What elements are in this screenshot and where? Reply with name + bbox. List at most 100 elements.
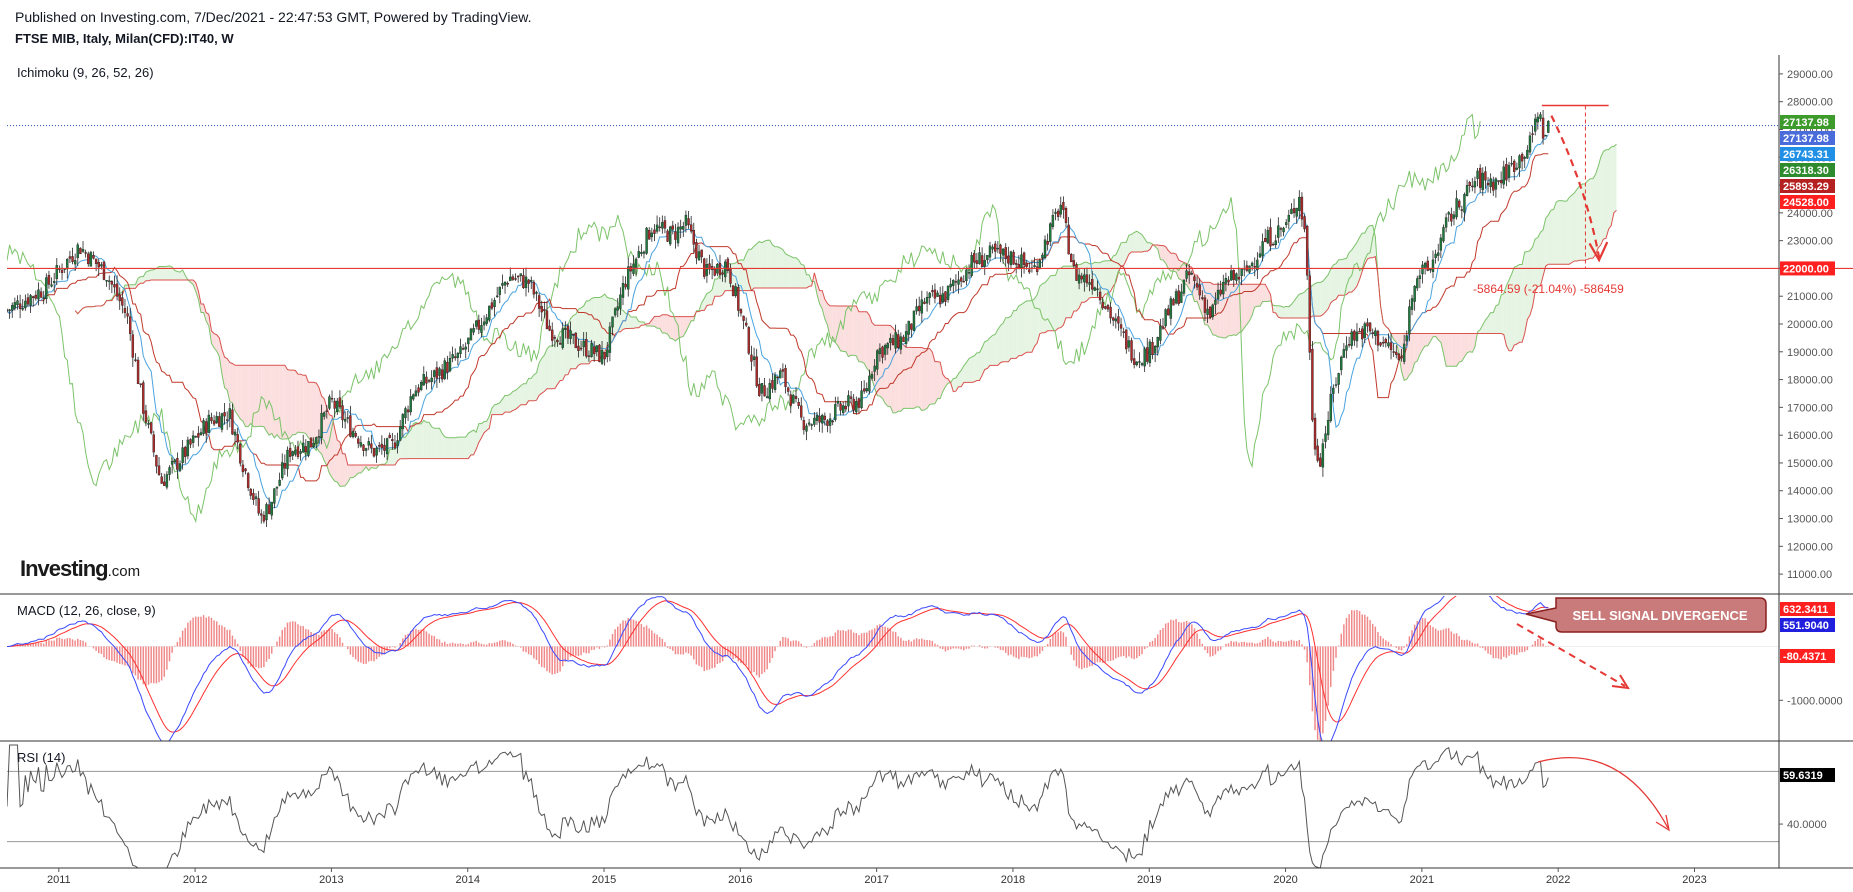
ichimoku-cloud-segment <box>575 309 579 369</box>
candle-body <box>1544 135 1547 137</box>
candle-body <box>537 295 541 309</box>
time-tick-label: 2014 <box>455 874 479 886</box>
ichimoku-cloud-segment <box>570 315 574 369</box>
candle-body <box>1077 274 1081 284</box>
candle-body <box>71 256 74 262</box>
candle-body <box>1489 178 1492 188</box>
candle-body <box>378 445 381 447</box>
candle-body <box>1528 135 1532 153</box>
ichimoku-cloud-segment <box>1291 300 1295 318</box>
price-tick-label: 23000.00 <box>1787 236 1833 248</box>
candle-body <box>249 488 252 496</box>
ichimoku-cloud-segment <box>177 271 181 280</box>
candle-body <box>210 417 213 422</box>
macd-value-tag-text: -80.4371 <box>1783 651 1826 663</box>
ichimoku-cloud-segment <box>628 313 631 329</box>
candle-body <box>375 447 378 456</box>
candle-body <box>477 319 481 330</box>
candle-body <box>663 220 667 229</box>
candle-body <box>7 309 9 311</box>
ichimoku-cloud-segment <box>806 274 810 289</box>
candle-body <box>878 348 882 355</box>
price-tick-label: 11000.00 <box>1787 569 1832 581</box>
candle-body <box>689 224 693 232</box>
candle-body <box>553 337 557 339</box>
ichimoku-cloud-segment <box>953 378 956 392</box>
candle-body <box>1284 222 1288 226</box>
candle-body <box>485 317 488 324</box>
candle-body <box>705 263 709 276</box>
candle-body <box>1232 270 1235 280</box>
candle-body <box>24 300 27 309</box>
ichimoku-cloud-segment <box>1595 166 1599 255</box>
ichimoku-cloud-segment <box>1561 200 1565 265</box>
candle-body <box>582 340 585 348</box>
candle-body <box>912 310 916 331</box>
ichimoku-cloud-segment <box>995 329 998 366</box>
candle-body <box>354 432 357 437</box>
candle-body <box>220 413 224 430</box>
candle-body <box>189 439 192 445</box>
ichimoku-cloud-segment <box>1315 282 1318 317</box>
candle-body <box>739 309 743 314</box>
candle-body <box>184 446 187 457</box>
candle-body <box>1531 133 1534 135</box>
ichimoku-cloud-segment <box>793 257 797 289</box>
candle-body <box>391 439 394 442</box>
candle-body <box>1004 247 1007 260</box>
candle-body <box>836 400 840 404</box>
candle-body <box>784 368 787 387</box>
ichimoku-cloud-segment <box>1592 174 1596 259</box>
candle-body <box>967 272 971 274</box>
ichimoku-cloud-segment <box>311 382 314 441</box>
ichimoku-cloud-segment <box>415 422 419 459</box>
ichimoku-cloud-segment <box>1587 178 1591 260</box>
ichimoku-cloud-segment <box>856 306 859 362</box>
candle-body <box>181 447 184 463</box>
candle-body <box>794 396 798 399</box>
ichimoku-cloud-segment <box>1280 306 1284 318</box>
ichimoku-cloud-segment <box>756 241 760 289</box>
ichimoku-cloud-segment <box>486 416 490 431</box>
candle-body <box>773 375 777 391</box>
candle-body <box>627 266 630 290</box>
candle-body <box>472 328 475 333</box>
candle-body <box>789 394 792 406</box>
candle-body <box>1109 306 1112 319</box>
callout-box <box>1525 597 1767 633</box>
candle-body <box>1534 118 1537 132</box>
candle-body <box>543 309 546 312</box>
ichimoku-cloud-segment <box>709 289 713 305</box>
ichimoku-cloud-segment <box>518 385 521 408</box>
ichimoku-cloud-segment <box>683 316 686 337</box>
ichimoku-cloud-segment <box>345 453 348 486</box>
candle-body <box>891 338 895 346</box>
candle-body <box>928 292 931 298</box>
price-tick-label: 17000.00 <box>1787 402 1833 414</box>
candle-body <box>923 301 926 304</box>
candle-body <box>346 417 349 419</box>
macd-value-tag <box>1780 618 1835 632</box>
candle-body <box>556 340 559 343</box>
drop-arrow <box>1550 115 1601 258</box>
candle-body <box>946 285 950 300</box>
candle-body <box>1075 264 1078 281</box>
macd-arrow <box>1516 623 1626 687</box>
candle-body <box>404 408 407 419</box>
candle-body <box>278 479 281 486</box>
candle-body <box>551 329 554 341</box>
candle-body <box>364 448 368 451</box>
candle-body <box>1476 170 1479 179</box>
ichimoku-cloud-segment <box>1543 218 1546 276</box>
candle-body <box>755 356 758 387</box>
candle-body <box>852 398 855 411</box>
candle-body <box>433 370 436 377</box>
candle-body <box>1371 332 1374 334</box>
candle-body <box>32 296 35 298</box>
candle-body <box>1182 279 1186 294</box>
symbol-title: FTSE MIB, Italy, Milan(CFD):IT40, W <box>15 31 234 46</box>
ichimoku-cloud-segment <box>1493 305 1496 334</box>
ichimoku-cloud-segment <box>1574 189 1578 262</box>
ichimoku-cloud-segment <box>620 309 624 332</box>
ichimoku-cloud-segment <box>1320 281 1323 317</box>
